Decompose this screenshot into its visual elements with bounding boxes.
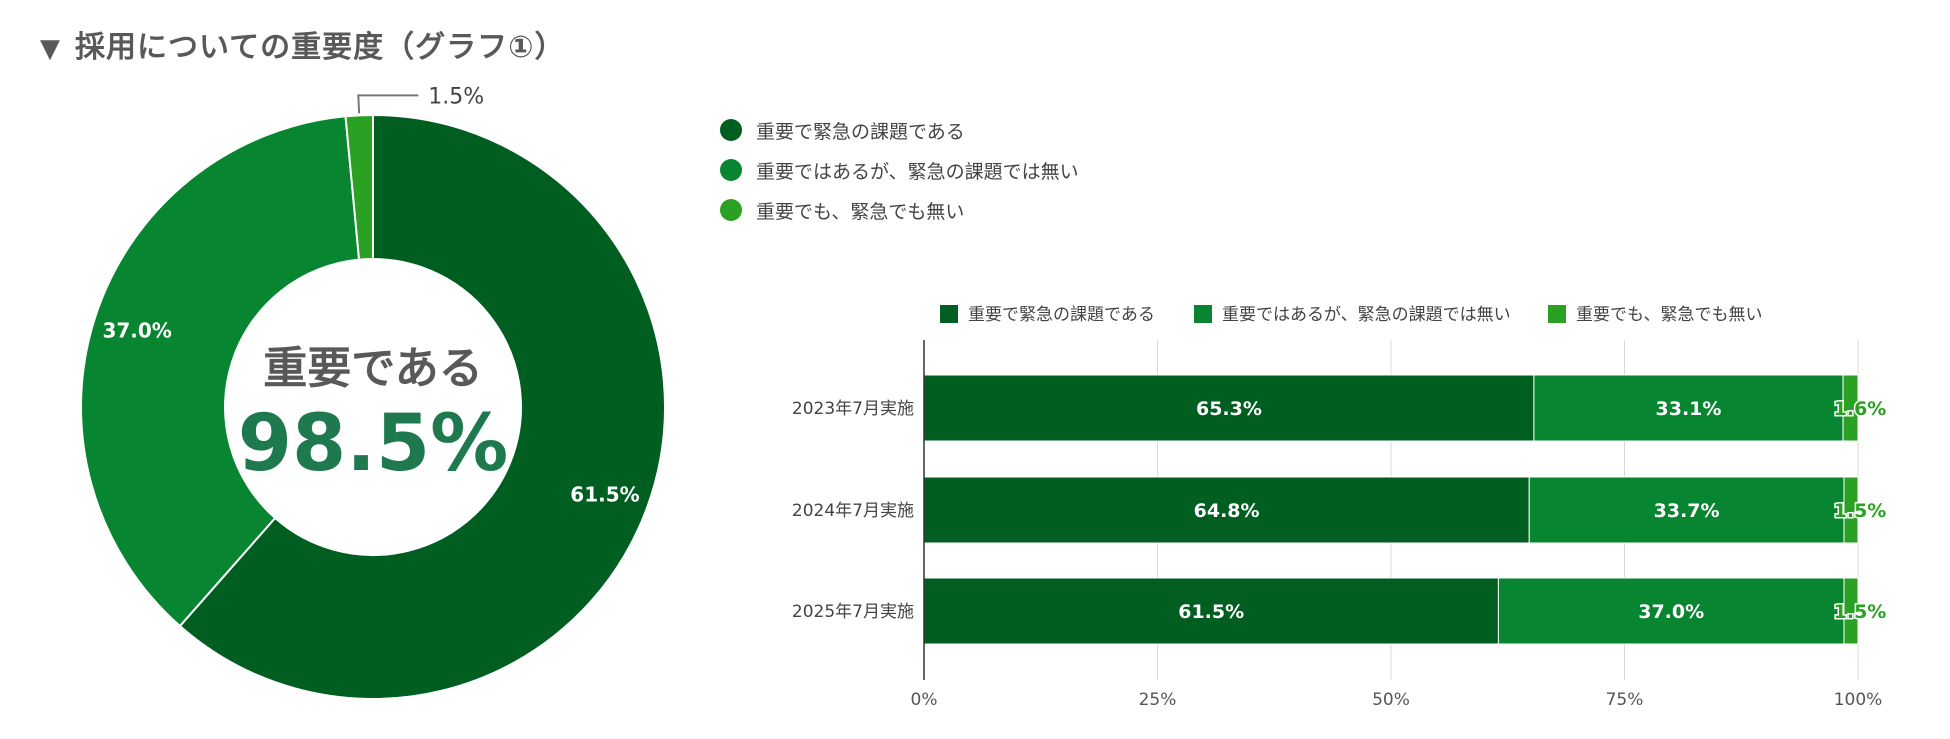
slice-value-label: 61.5% — [570, 483, 639, 507]
bar-value-label: 37.0% — [1638, 601, 1704, 623]
donut-slice — [80, 115, 361, 628]
bar-value-label: 64.8% — [1194, 500, 1260, 522]
legend-label: 重要でも、緊急でも無い — [756, 200, 965, 223]
y-tick-label: 2025年7月実施 — [792, 602, 914, 622]
triangle-down-icon: ▼ — [40, 34, 61, 64]
slice-value-label: 1.5% — [428, 84, 484, 109]
legend-swatch — [940, 305, 958, 323]
legend-item: 重要ではあるが、緊急の課題では無い — [720, 150, 1079, 190]
y-tick-label: 2024年7月実施 — [792, 501, 914, 521]
y-tick-label: 2023年7月実施 — [792, 399, 914, 419]
page-title-text: 採用についての重要度（グラフ①） — [75, 30, 566, 65]
center-label: 重要である — [263, 343, 483, 394]
x-tick-label: 25% — [1139, 690, 1177, 710]
bar-value-label: 33.1% — [1656, 398, 1722, 420]
legend-label: 重要ではあるが、緊急の課題では無い — [756, 160, 1079, 183]
legend-swatch — [720, 119, 742, 141]
bar-segment — [1533, 374, 1844, 442]
center-value: 98.5% — [238, 399, 509, 489]
x-tick-label: 50% — [1372, 690, 1410, 710]
legend-item: 重要でも、緊急でも無い — [720, 190, 1079, 230]
bar-value-label: 1.5% — [1834, 601, 1887, 623]
x-tick-label: 75% — [1606, 690, 1644, 710]
leader-line — [357, 94, 419, 114]
legend-item: 重要で緊急の課題である — [720, 110, 1079, 150]
donut-legend: 重要で緊急の課題である 重要ではあるが、緊急の課題では無い 重要でも、緊急でも無… — [720, 110, 1079, 230]
legend-label: 重要ではあるが、緊急の課題では無い — [1222, 305, 1511, 325]
donut-slice — [344, 113, 374, 261]
legend-label: 重要で緊急の課題である — [968, 305, 1155, 325]
bar-value-label: 1.5% — [1834, 500, 1887, 522]
donut-slice — [178, 113, 666, 700]
bar-value-label: 33.7% — [1654, 500, 1720, 522]
legend-swatch — [720, 199, 742, 221]
bar-segment — [1843, 577, 1859, 645]
legend-label: 重要で緊急の課題である — [756, 120, 965, 143]
bar-segment — [1842, 374, 1859, 442]
page-title: ▼ 採用についての重要度（グラフ①） — [40, 22, 566, 66]
bar-segment — [1843, 476, 1859, 544]
bar-segment — [923, 577, 1499, 645]
x-tick-label: 100% — [1834, 690, 1883, 710]
legend-label: 重要でも、緊急でも無い — [1576, 305, 1763, 325]
bar-segment — [1528, 476, 1845, 544]
bar-value-label: 1.6% — [1834, 398, 1887, 420]
legend-swatch — [1194, 305, 1212, 323]
bar-segment — [923, 374, 1535, 442]
bar-value-label: 61.5% — [1178, 601, 1244, 623]
bar-segment — [923, 476, 1530, 544]
x-tick-label: 0% — [911, 690, 938, 710]
bar-segment — [1497, 577, 1845, 645]
slice-value-label: 37.0% — [102, 318, 171, 342]
bar-value-label: 65.3% — [1196, 398, 1262, 420]
legend-swatch — [720, 159, 742, 181]
legend-swatch — [1548, 305, 1566, 323]
